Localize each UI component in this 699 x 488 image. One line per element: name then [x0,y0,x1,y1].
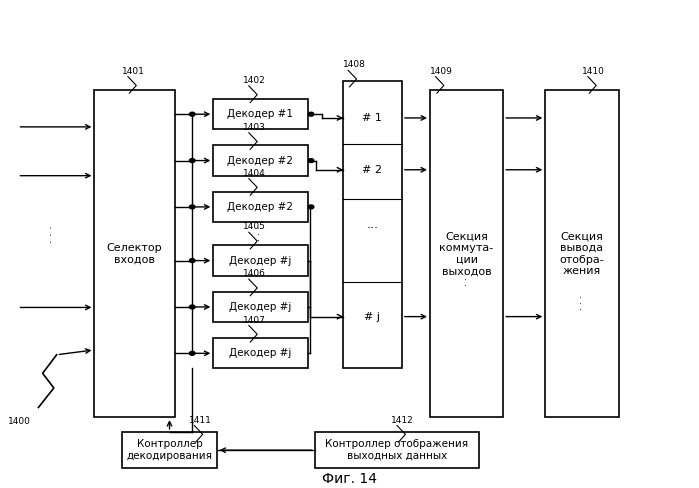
Circle shape [308,159,314,163]
Text: 1406: 1406 [243,269,266,278]
Text: 1412: 1412 [391,416,415,425]
Text: · · ·: · · · [255,226,266,242]
FancyBboxPatch shape [213,338,308,368]
FancyBboxPatch shape [213,292,308,322]
Circle shape [189,305,195,309]
Text: 1407: 1407 [243,316,266,325]
Text: 1410: 1410 [582,67,605,76]
Text: 1404: 1404 [243,169,266,178]
Text: 1405: 1405 [243,223,266,231]
Text: Фиг. 14: Фиг. 14 [322,471,377,486]
FancyBboxPatch shape [545,90,619,417]
Text: 1408: 1408 [343,61,366,69]
FancyBboxPatch shape [213,192,308,222]
Circle shape [189,351,195,355]
Text: · · ·: · · · [461,270,472,286]
Text: # 2: # 2 [362,165,382,175]
Text: · · ·: · · · [577,295,587,310]
Circle shape [189,259,195,263]
Text: # j: # j [364,312,380,322]
Text: Декодер #1: Декодер #1 [227,109,294,119]
Text: 1401: 1401 [122,67,145,76]
Text: 1409: 1409 [430,67,453,76]
FancyBboxPatch shape [94,90,175,417]
Text: # 1: # 1 [362,113,382,123]
Text: · · ·: · · · [48,225,57,243]
FancyBboxPatch shape [213,99,308,129]
Text: Декодер #j: Декодер #j [229,256,291,265]
Text: Секция
коммута-
ции
выходов: Секция коммута- ции выходов [440,231,493,276]
Text: Декодер #2: Декодер #2 [227,202,294,212]
FancyBboxPatch shape [315,432,479,468]
Text: 1400: 1400 [8,417,31,426]
Text: 1402: 1402 [243,76,266,85]
Circle shape [308,205,314,209]
Text: Селектор
входов: Селектор входов [107,243,162,264]
FancyBboxPatch shape [343,81,402,368]
Text: Контроллер
декодирования: Контроллер декодирования [127,439,212,461]
Text: ...: ... [366,218,378,231]
Text: Декодер #j: Декодер #j [229,302,291,312]
Circle shape [189,205,195,209]
Circle shape [308,112,314,116]
Text: Декодер #2: Декодер #2 [227,156,294,165]
Text: Декодер #j: Декодер #j [229,348,291,358]
FancyBboxPatch shape [122,432,217,468]
FancyBboxPatch shape [213,245,308,276]
Text: Контроллер отображения
выходных данных: Контроллер отображения выходных данных [325,439,468,461]
FancyBboxPatch shape [213,145,308,176]
Circle shape [189,112,195,116]
FancyBboxPatch shape [430,90,503,417]
Text: 1411: 1411 [189,416,212,425]
Circle shape [189,159,195,163]
Text: Секция
вывода
отобра-
жения: Секция вывода отобра- жения [559,231,605,276]
Text: 1403: 1403 [243,123,266,132]
